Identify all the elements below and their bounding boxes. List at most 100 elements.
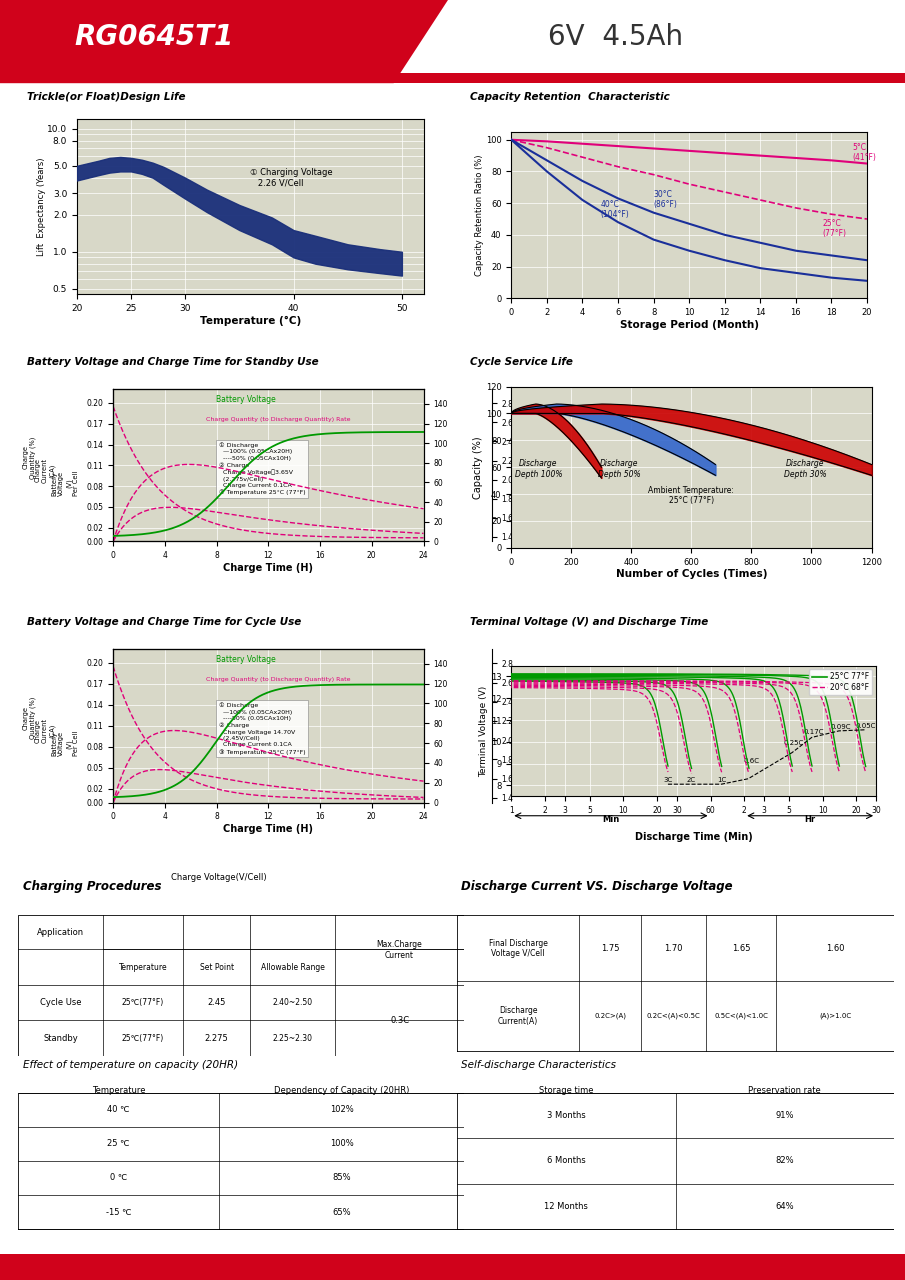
Text: 2.275: 2.275 — [205, 1034, 229, 1043]
Text: 12 Months: 12 Months — [545, 1202, 588, 1211]
Y-axis label: Capacity (%): Capacity (%) — [473, 436, 483, 498]
Text: Max.Charge
Current: Max.Charge Current — [376, 941, 423, 960]
Text: Dependency of Capacity (20HR): Dependency of Capacity (20HR) — [274, 1087, 409, 1096]
Text: 0.09C: 0.09C — [831, 723, 851, 730]
Text: 1.70: 1.70 — [664, 943, 682, 952]
Text: 1.75: 1.75 — [601, 943, 619, 952]
Text: Discharge
Depth 30%: Discharge Depth 30% — [784, 460, 827, 479]
Text: Min: Min — [603, 815, 620, 824]
Text: Allowable Range: Allowable Range — [261, 963, 324, 972]
Text: 2.45: 2.45 — [207, 998, 226, 1007]
Text: Discharge
Depth 100%: Discharge Depth 100% — [515, 460, 562, 479]
Text: 3 Months: 3 Months — [547, 1111, 586, 1120]
Text: Hr: Hr — [805, 815, 815, 824]
Text: 0.2C<(A)<0.5C: 0.2C<(A)<0.5C — [646, 1012, 700, 1019]
Text: 82%: 82% — [776, 1156, 795, 1165]
Text: Application: Application — [37, 928, 84, 937]
Text: Charge
Quantity (%): Charge Quantity (%) — [23, 696, 35, 739]
Text: Charging Procedures: Charging Procedures — [23, 879, 161, 893]
Text: 0.5C<(A)<1.0C: 0.5C<(A)<1.0C — [714, 1012, 768, 1019]
Text: Charge
Current
(CA): Charge Current (CA) — [35, 458, 55, 483]
Text: 25℃(77°F): 25℃(77°F) — [122, 1034, 164, 1043]
Text: 40 ℃: 40 ℃ — [107, 1105, 129, 1114]
Text: Temperature: Temperature — [91, 1087, 145, 1096]
Text: 102%: 102% — [329, 1105, 354, 1114]
Text: Charge
Current
(CA): Charge Current (CA) — [35, 718, 55, 744]
Text: Cycle Use: Cycle Use — [40, 998, 81, 1007]
Text: Battery Voltage and Charge Time for Cycle Use: Battery Voltage and Charge Time for Cycl… — [26, 617, 300, 627]
Text: 25°C
(77°F): 25°C (77°F) — [823, 219, 846, 238]
Text: Ambient Temperature:
25°C (77°F): Ambient Temperature: 25°C (77°F) — [649, 486, 734, 506]
Text: Battery
Voltage
(V)
Per Cell: Battery Voltage (V) Per Cell — [52, 731, 79, 756]
Polygon shape — [0, 0, 448, 83]
Text: Effect of temperature on capacity (20HR): Effect of temperature on capacity (20HR) — [23, 1060, 238, 1070]
Text: ① Discharge
  —100% (0.05CAx20H)
  ----50% (0.05CAx10H)
② Charge
  Charge Voltag: ① Discharge —100% (0.05CAx20H) ----50% (… — [219, 703, 305, 755]
Text: 1C: 1C — [717, 777, 726, 782]
Text: 65%: 65% — [332, 1207, 351, 1216]
Text: Preservation rate: Preservation rate — [748, 1087, 821, 1096]
Y-axis label: Terminal Voltage (V): Terminal Voltage (V) — [480, 685, 488, 777]
X-axis label: Discharge Time (Min): Discharge Time (Min) — [634, 832, 753, 841]
X-axis label: Storage Period (Month): Storage Period (Month) — [620, 320, 758, 330]
Legend: 25°C 77°F, 20°C 68°F: 25°C 77°F, 20°C 68°F — [809, 669, 872, 695]
Text: Cycle Service Life: Cycle Service Life — [470, 357, 573, 367]
Text: 100%: 100% — [329, 1139, 354, 1148]
X-axis label: Number of Cycles (Times): Number of Cycles (Times) — [615, 570, 767, 580]
Text: Final Discharge
Voltage V/Cell: Final Discharge Voltage V/Cell — [489, 938, 548, 957]
Text: Charge Quantity (to Discharge Quantity) Rate: Charge Quantity (to Discharge Quantity) … — [206, 416, 351, 421]
Text: 0.25C: 0.25C — [784, 740, 804, 746]
Text: 0.17C: 0.17C — [804, 730, 824, 735]
Text: 2.40~2.50: 2.40~2.50 — [272, 998, 312, 1007]
Text: Capacity Retention  Characteristic: Capacity Retention Characteristic — [470, 92, 670, 102]
Text: Discharge
Depth 50%: Discharge Depth 50% — [598, 460, 641, 479]
Text: 5°C
(41°F): 5°C (41°F) — [853, 142, 877, 163]
Text: 1.60: 1.60 — [826, 943, 844, 952]
Text: Battery
Voltage
(V)
Per Cell: Battery Voltage (V) Per Cell — [52, 471, 79, 495]
Text: 91%: 91% — [776, 1111, 794, 1120]
Text: Terminal Voltage (V) and Discharge Time: Terminal Voltage (V) and Discharge Time — [470, 617, 709, 627]
Text: 0.2C>(A): 0.2C>(A) — [594, 1012, 626, 1019]
X-axis label: Temperature (°C): Temperature (°C) — [200, 316, 300, 326]
Text: Trickle(or Float)Design Life: Trickle(or Float)Design Life — [26, 92, 185, 102]
Text: Battery Voltage: Battery Voltage — [215, 655, 275, 664]
Text: (A)>1.0C: (A)>1.0C — [819, 1012, 852, 1019]
Text: Set Point: Set Point — [200, 963, 233, 972]
Text: Charge Quantity (to Discharge Quantity) Rate: Charge Quantity (to Discharge Quantity) … — [206, 677, 351, 682]
X-axis label: Charge Time (H): Charge Time (H) — [224, 824, 313, 835]
Text: Battery Voltage and Charge Time for Standby Use: Battery Voltage and Charge Time for Stan… — [26, 357, 319, 367]
Text: 0.3C: 0.3C — [390, 1016, 409, 1025]
Text: Discharge Current VS. Discharge Voltage: Discharge Current VS. Discharge Voltage — [462, 879, 733, 893]
Text: 64%: 64% — [776, 1202, 795, 1211]
Text: Charge
Quantity (%): Charge Quantity (%) — [23, 436, 35, 479]
Text: 6V  4.5Ah: 6V 4.5Ah — [548, 23, 683, 51]
Text: 25 ℃: 25 ℃ — [107, 1139, 129, 1148]
Y-axis label: Capacity Retention Ratio (%): Capacity Retention Ratio (%) — [475, 155, 484, 275]
Text: Self-discharge Characteristics: Self-discharge Characteristics — [462, 1060, 616, 1070]
Text: 25℃(77°F): 25℃(77°F) — [122, 998, 164, 1007]
Text: Temperature: Temperature — [119, 963, 167, 972]
Polygon shape — [0, 1254, 905, 1280]
Text: Battery Voltage: Battery Voltage — [215, 396, 275, 404]
Text: 6 Months: 6 Months — [547, 1156, 586, 1165]
Text: 2C: 2C — [686, 777, 695, 782]
Text: 30°C
(86°F): 30°C (86°F) — [653, 191, 678, 210]
Text: 2.25~2.30: 2.25~2.30 — [272, 1034, 312, 1043]
Text: Storage time: Storage time — [539, 1087, 594, 1096]
Text: 0.6C: 0.6C — [744, 758, 760, 763]
Text: Discharge
Current(A): Discharge Current(A) — [498, 1006, 538, 1025]
X-axis label: Charge Time (H): Charge Time (H) — [224, 563, 313, 573]
Text: Standby: Standby — [43, 1034, 78, 1043]
Text: 3C: 3C — [663, 777, 672, 782]
Text: Charge Voltage(V/Cell): Charge Voltage(V/Cell) — [171, 873, 267, 882]
Text: ① Discharge
  —100% (0.05CAx20H)
  ----50% (0.05CAx10H)
② Charge
  Charge Voltag: ① Discharge —100% (0.05CAx20H) ----50% (… — [219, 443, 305, 495]
Y-axis label: Lift  Expectancy (Years): Lift Expectancy (Years) — [37, 157, 45, 256]
Text: -15 ℃: -15 ℃ — [106, 1207, 131, 1216]
Text: 0.05C: 0.05C — [855, 723, 876, 728]
Text: 1.65: 1.65 — [732, 943, 750, 952]
Polygon shape — [0, 73, 905, 83]
Text: 0 ℃: 0 ℃ — [110, 1174, 127, 1183]
Text: 85%: 85% — [332, 1174, 351, 1183]
Text: 40°C
(104°F): 40°C (104°F) — [600, 200, 629, 219]
Text: RG0645T1: RG0645T1 — [74, 23, 233, 51]
Text: ① Charging Voltage
   2.26 V/Cell: ① Charging Voltage 2.26 V/Cell — [250, 168, 333, 188]
